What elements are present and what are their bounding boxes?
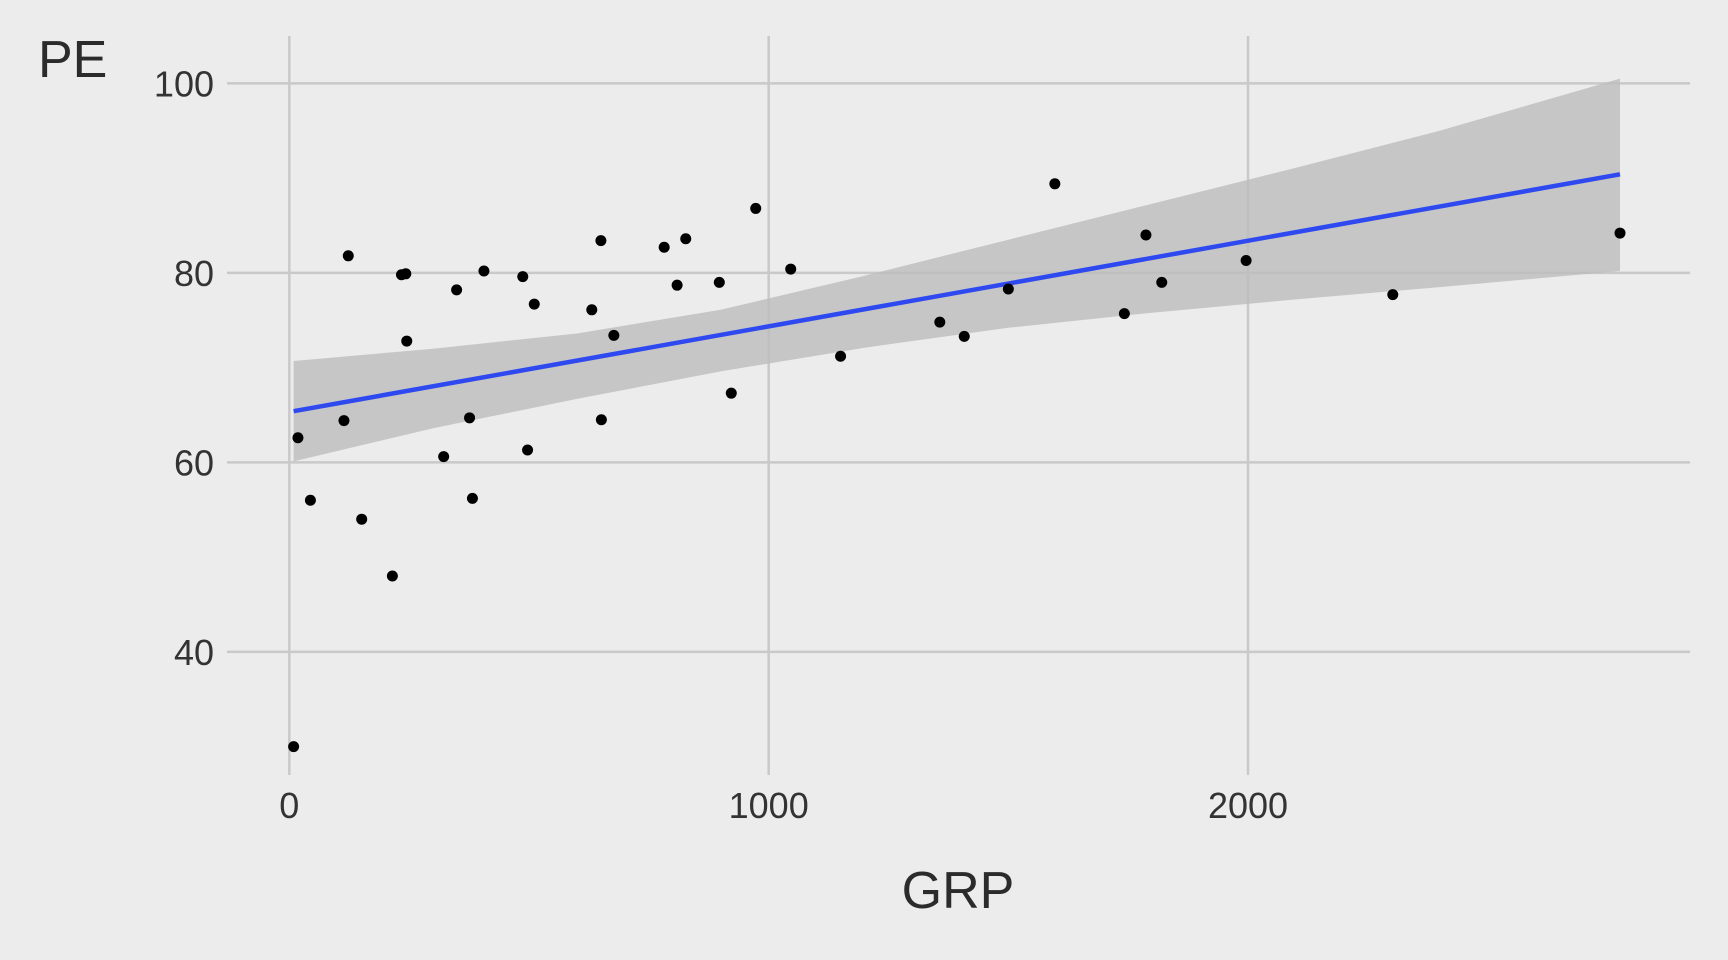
data-point (386, 570, 398, 582)
data-point (1240, 255, 1252, 267)
data-point (608, 329, 620, 341)
fit-line-group (293, 172, 1621, 414)
data-point (304, 494, 316, 506)
data-point (1156, 276, 1168, 288)
y-tick-label: 60 (174, 442, 214, 483)
data-point (517, 271, 529, 283)
data-point (342, 250, 354, 262)
data-point (835, 350, 847, 362)
y-axis-title: PE (38, 31, 107, 89)
data-point (1118, 308, 1130, 320)
data-point (958, 330, 970, 342)
x-axis-title: GRP (902, 862, 1015, 920)
data-point (292, 432, 304, 444)
data-point (750, 202, 762, 214)
data-point (785, 263, 797, 275)
data-point (1049, 178, 1061, 190)
data-point (1002, 283, 1014, 295)
data-point (400, 268, 412, 280)
data-point (713, 276, 725, 288)
y-tick-label: 100 (154, 63, 214, 104)
data-point (522, 444, 534, 456)
y-tick-label: 40 (174, 632, 214, 673)
data-point (680, 233, 692, 245)
data-point (401, 335, 413, 347)
data-point (1387, 289, 1399, 301)
y-tick-label: 80 (174, 253, 214, 294)
data-points (288, 178, 1626, 753)
data-point (595, 235, 607, 247)
x-tick-label: 2000 (1208, 785, 1288, 826)
data-point (451, 284, 463, 296)
confidence-band-area (293, 78, 1621, 462)
data-point (1140, 229, 1152, 241)
x-tick-label: 0 (279, 785, 299, 826)
data-point (671, 279, 683, 291)
data-point (725, 387, 737, 399)
data-point (595, 414, 607, 426)
x-tick-labels: 0 1000 2000 (279, 785, 1288, 826)
data-point (464, 412, 476, 424)
data-point (1614, 227, 1626, 239)
fit-line (293, 172, 1621, 414)
x-tick-label: 1000 (729, 785, 809, 826)
data-point (338, 415, 350, 427)
data-point (478, 265, 490, 277)
data-point (466, 492, 478, 504)
data-point (934, 316, 946, 328)
y-tick-labels: 40 60 80 100 (154, 63, 214, 672)
data-point (288, 741, 300, 753)
confidence-band (293, 78, 1621, 462)
data-point (586, 304, 598, 316)
data-point (658, 241, 670, 253)
data-point (528, 298, 540, 310)
data-point (356, 513, 368, 525)
data-point (438, 451, 450, 463)
